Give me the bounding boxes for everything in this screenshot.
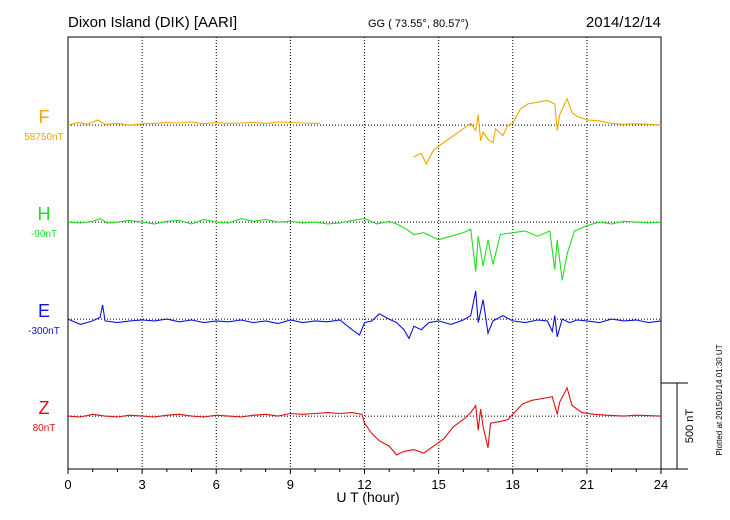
series-line-Z	[67, 386, 662, 456]
tick-label-x-6: 6	[213, 477, 220, 492]
tick-label-x-3: 3	[139, 477, 146, 492]
vertical-gridlines	[141, 37, 588, 469]
scale-bar: 500 nT	[661, 382, 696, 470]
tick-label-x-21: 21	[580, 477, 594, 492]
series-baseline-F: 58750nT	[24, 132, 63, 143]
series-line-F-1	[67, 119, 321, 126]
plot-area: 0 3 6 9 12 15 18 21 24	[64, 36, 668, 492]
date-label: 2014/12/14	[586, 14, 661, 31]
coordinates-label: GG ( 73.55°, 80.57°)	[368, 18, 469, 30]
tick-label-x-15: 15	[431, 477, 445, 492]
scale-bar-label: 500 nT	[684, 409, 696, 444]
series-line-E	[67, 290, 662, 340]
tick-label-x-12: 12	[357, 477, 371, 492]
series-lines	[67, 97, 662, 456]
series-name-H: H	[38, 204, 51, 224]
x-axis-label: U T (hour)	[336, 489, 399, 505]
tick-label-x-9: 9	[287, 477, 294, 492]
series-baseline-Z: 80nT	[33, 423, 56, 434]
series-labels: F 58750nT H -90nT E -300nT Z 80nT	[24, 107, 63, 434]
series-baseline-E: -300nT	[28, 326, 60, 337]
series-name-E: E	[38, 301, 50, 321]
baseline-gridlines	[68, 124, 661, 417]
plotted-timestamp: Plotted at 2015/01/14 01:30 UT	[715, 344, 724, 455]
chart-title: Dixon Island (DIK) [AARI]	[68, 14, 237, 31]
series-name-Z: Z	[39, 398, 50, 418]
series-line-H	[67, 217, 662, 281]
series-baseline-H: -90nT	[31, 229, 57, 240]
series-name-F: F	[39, 107, 50, 127]
series-line-F-2	[413, 97, 662, 166]
tick-label-x-0: 0	[64, 477, 71, 492]
x-axis-ticks: 0 3 6 9 12 15 18 21 24	[64, 469, 668, 492]
tick-label-x-18: 18	[506, 477, 520, 492]
tick-label-x-24: 24	[654, 477, 668, 492]
